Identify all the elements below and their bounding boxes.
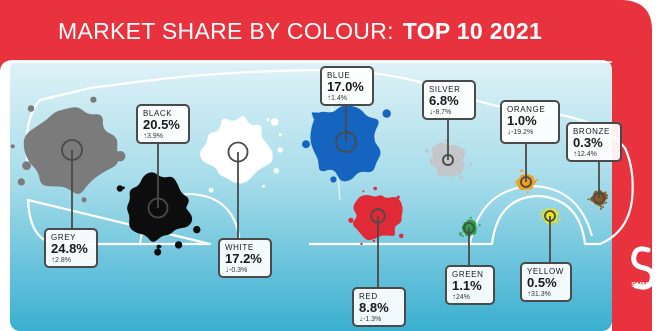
black-label-card: BLACK 20.5% ↑3.9% bbox=[136, 104, 190, 144]
change-text: -8.7% bbox=[433, 109, 452, 116]
change-text: 24% bbox=[456, 294, 471, 301]
yellow-label-card: YELLOW 0.5% ↑31.3% bbox=[520, 262, 572, 302]
change-value: ↓-1.3% bbox=[359, 315, 399, 324]
white-label-card: WHITE 17.2% ↓-0.3% bbox=[218, 238, 272, 278]
change-value: ↓-19.2% bbox=[507, 128, 553, 137]
change-value: ↑31.3% bbox=[527, 290, 565, 299]
title-bold: TOP 10 2021 bbox=[402, 17, 543, 44]
red-label-card: RED 8.8% ↓-1.3% bbox=[352, 287, 406, 327]
market-share-value: 0.5% bbox=[527, 275, 557, 290]
change-value: ↑3.9% bbox=[143, 132, 183, 141]
arrow-up-icon: ↑ bbox=[327, 93, 331, 102]
colour-name: GREY bbox=[51, 233, 77, 242]
change-value: ↑12.4% bbox=[573, 150, 615, 159]
market-share-value: 8.8% bbox=[359, 300, 389, 315]
market-share-value: 17.2% bbox=[225, 251, 262, 266]
change-text: 2.8% bbox=[55, 257, 71, 264]
market-share-value: 24.8% bbox=[51, 241, 88, 256]
grey-label-card: GREY 24.8% ↑2.8% bbox=[44, 228, 98, 268]
smmt-logo-icon bbox=[631, 246, 655, 290]
colour-name: BRONZE bbox=[573, 127, 610, 136]
change-text: -1.3% bbox=[363, 316, 382, 323]
colour-name: RED bbox=[359, 292, 378, 301]
change-value: ↑1.4% bbox=[327, 94, 367, 103]
market-share-value: 6.8% bbox=[429, 93, 459, 108]
change-text: 12.4% bbox=[577, 151, 597, 158]
change-text: 3.9% bbox=[147, 133, 163, 140]
orange-label-card: ORANGE 1.0% ↓-19.2% bbox=[500, 100, 560, 144]
arrow-up-icon: ↑ bbox=[573, 149, 577, 158]
change-value: ↑2.8% bbox=[51, 256, 91, 265]
colour-name: GREEN bbox=[452, 270, 484, 279]
change-value: ↓-8.7% bbox=[429, 108, 469, 117]
change-text: -19.2% bbox=[511, 129, 534, 136]
grey-paint-splat bbox=[10, 96, 126, 203]
arrow-up-icon: ↑ bbox=[527, 289, 531, 298]
page-title: MARKET SHARE BY COLOUR: TOP 10 2021 bbox=[58, 14, 542, 48]
change-text: -0.3% bbox=[229, 267, 248, 274]
brand-label: SMMT bbox=[631, 282, 653, 289]
black-paint-splat bbox=[116, 172, 201, 256]
colour-name: BLACK bbox=[143, 109, 173, 118]
arrow-down-icon: ↓ bbox=[507, 127, 511, 136]
green-label-card: GREEN 1.1% ↑24% bbox=[445, 265, 495, 305]
change-text: 31.3% bbox=[531, 291, 551, 298]
arrow-down-icon: ↓ bbox=[225, 265, 229, 274]
change-value: ↑24% bbox=[452, 293, 488, 302]
market-share-value: 1.1% bbox=[452, 278, 482, 293]
colour-name: SILVER bbox=[429, 85, 461, 94]
change-value: ↓-0.3% bbox=[225, 266, 265, 275]
market-share-value: 20.5% bbox=[143, 117, 180, 132]
blue-label-card: BLUE 17.0% ↑1.4% bbox=[320, 66, 374, 106]
colour-name: WHITE bbox=[225, 243, 254, 252]
white-paint-splat bbox=[199, 115, 283, 193]
market-share-value: 1.0% bbox=[507, 113, 537, 128]
arrow-up-icon: ↑ bbox=[452, 292, 456, 301]
market-share-value: 17.0% bbox=[327, 79, 364, 94]
colour-name: YELLOW bbox=[527, 267, 564, 276]
arrow-up-icon: ↑ bbox=[143, 131, 147, 140]
arrow-up-icon: ↑ bbox=[51, 255, 55, 264]
title-prefix: MARKET SHARE BY COLOUR: bbox=[58, 17, 394, 44]
colour-name: ORANGE bbox=[507, 105, 546, 114]
silver-label-card: SILVER 6.8% ↓-8.7% bbox=[422, 80, 476, 120]
market-share-value: 0.3% bbox=[573, 135, 603, 150]
arrow-down-icon: ↓ bbox=[429, 107, 433, 116]
change-text: 1.4% bbox=[331, 95, 347, 102]
colour-name: BLUE bbox=[327, 71, 351, 80]
arrow-down-icon: ↓ bbox=[359, 314, 363, 323]
bronze-label-card: BRONZE 0.3% ↑12.4% bbox=[566, 122, 622, 162]
